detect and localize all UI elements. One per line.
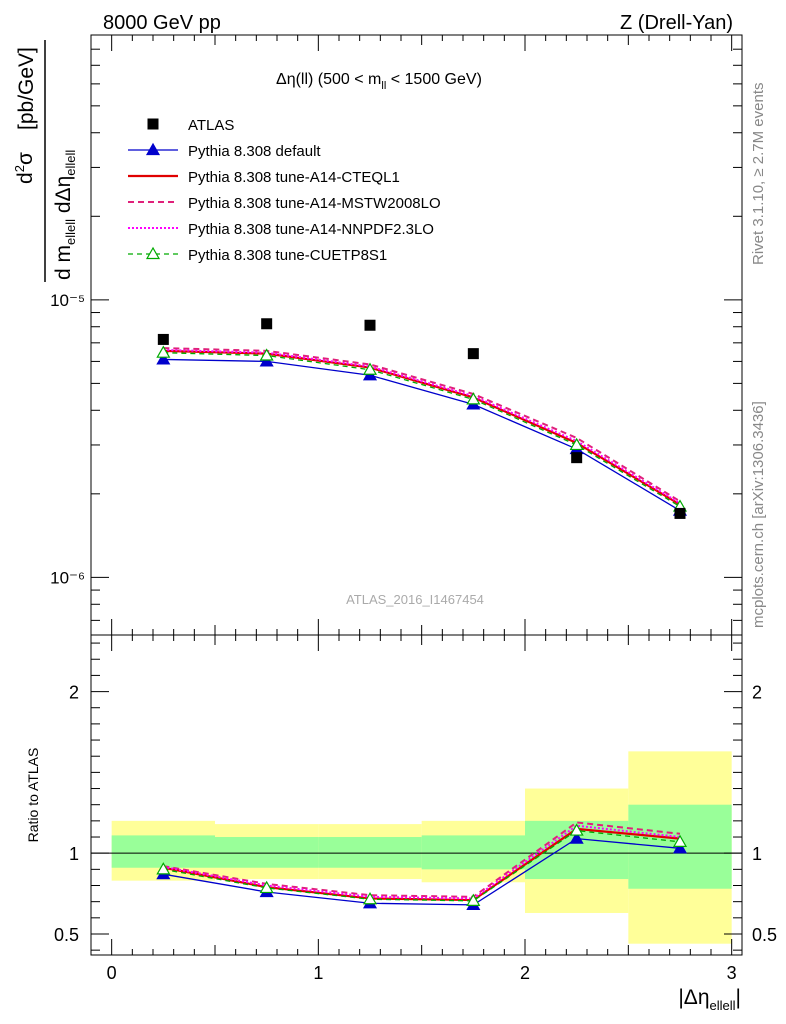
atlas-data-point	[364, 319, 376, 331]
ratio-y-axis-title: Ratio to ATLAS	[25, 748, 41, 843]
ratio-uncertainty-bands	[91, 751, 742, 944]
ratio-line-default	[163, 837, 681, 906]
legend-marker-cuetp8s1	[145, 246, 161, 260]
main-series-layer	[156, 318, 688, 519]
legend-marker-default	[145, 142, 161, 156]
legend-label-nnpdf: Pythia 8.308 tune-A14-NNPDF2.3LO	[188, 221, 434, 238]
svg-text:d2σ: d2σ	[12, 152, 37, 184]
ratio-point-cuetp8s1	[362, 892, 378, 905]
legend: ATLAS Pythia 8.308 default Pythia 8.308 tu…	[128, 117, 441, 264]
main-panel: ATLAS Pythia 8.308 default Pythia 8.308 tu…	[12, 34, 743, 636]
ratio-x-tick-label: 0	[107, 963, 117, 983]
ratio-point-default	[569, 831, 584, 844]
ratio-y-tick-label: 0.5	[54, 925, 79, 945]
ratio-point-cuetp8s1	[569, 823, 584, 836]
legend-label-cuetp8s1: Pythia 8.308 tune-CUETP8S1	[188, 247, 387, 264]
series-point-cuetp8s1	[362, 362, 378, 375]
ratio-x-tick-label: 3	[727, 963, 737, 983]
collision-label: 8000 GeV pp	[103, 12, 221, 34]
series-line-default	[163, 358, 681, 512]
ratio-y-tick-label: 2	[69, 683, 79, 703]
ratio-panel: 0 1 2 3 0.5 0.5 1 1 2 2 Ratio to ATLAS |Δηellell|	[25, 634, 777, 1013]
series-point-cuetp8s1	[466, 392, 481, 405]
ratio-line-nnpdf	[163, 824, 681, 900]
series-line-cuetp8s1	[163, 352, 681, 508]
ratio-line-cteql1	[163, 827, 681, 902]
ratio-y-tick-label: 1	[69, 844, 79, 864]
atlas-data-point	[157, 333, 169, 345]
ratio-point-cuetp8s1	[672, 834, 688, 847]
y-axis-title: d2σ	[12, 152, 37, 184]
x-axis-title: |Δηellell|	[678, 986, 741, 1013]
process-label: Z (Drell-Yan)	[620, 12, 733, 34]
series-point-cuetp8s1	[156, 345, 171, 358]
ratio-band-inner	[318, 837, 422, 868]
svg-text:d mellell dΔηellell: d mellell dΔηellell	[52, 150, 78, 280]
main-axis-ticks: 10⁻⁵ 10⁻⁶	[50, 34, 742, 635]
ratio-y-tick-label-right: 0.5	[752, 925, 777, 945]
mcplots-label: mcplots.cern.ch [arXiv:1306.3436]	[750, 401, 767, 628]
main-y-tick-label: 10⁻⁶	[50, 568, 85, 587]
ratio-band-inner	[215, 837, 319, 868]
ratio-frame	[90, 634, 743, 956]
ratio-axis-ticks: 0 1 2 3 0.5 0.5 1 1 2 2	[54, 635, 777, 983]
legend-label-atlas: ATLAS	[188, 117, 234, 134]
y-axis-units: [pb/GeV]	[15, 47, 38, 130]
atlas-data-point	[674, 507, 686, 519]
series-line-cteql1	[163, 349, 681, 506]
ratio-y-tick-label-right: 2	[752, 683, 762, 703]
svg-text:[pb/GeV]: [pb/GeV]	[15, 47, 38, 130]
plot-title: Δη(ll) (500 < mll < 1500 GeV)	[276, 71, 482, 92]
main-y-tick-label: 10⁻⁵	[50, 291, 85, 310]
legend-label-mstw: Pythia 8.308 tune-A14-MSTW2008LO	[188, 195, 441, 212]
ratio-point-cuetp8s1	[466, 893, 481, 906]
series-point-default	[156, 352, 171, 365]
ratio-line-cuetp8s1	[163, 829, 681, 902]
atlas-data-point	[467, 348, 479, 360]
atlas-data-point	[261, 318, 273, 330]
ratio-series-layer	[156, 821, 688, 910]
legend-label-default: Pythia 8.308 default	[188, 143, 321, 160]
ratio-line-mstw	[163, 821, 681, 898]
series-line-mstw	[163, 347, 681, 503]
legend-marker-atlas	[147, 118, 159, 130]
series-point-default	[259, 354, 274, 367]
series-point-cuetp8s1	[569, 437, 584, 451]
y-axis-title-denominator: d mellell dΔηellell	[52, 150, 78, 280]
ratio-band-inner	[421, 835, 525, 870]
ratio-x-tick-label: 1	[313, 963, 323, 983]
ratio-point-cuetp8s1	[259, 880, 274, 894]
atlas-data-point	[571, 452, 583, 464]
legend-label-cteql1: Pythia 8.308 tune-A14-CTEQL1	[188, 169, 400, 186]
ratio-y-tick-label-right: 1	[752, 844, 762, 864]
ratio-point-cuetp8s1	[156, 862, 171, 875]
ratio-x-tick-label: 2	[520, 963, 530, 983]
series-point-cuetp8s1	[259, 348, 274, 361]
analysis-watermark: ATLAS_2016_I1467454	[346, 592, 484, 607]
series-line-nnpdf	[163, 348, 681, 505]
ratio-point-default	[672, 841, 688, 854]
rivet-version-label: Rivet 3.1.10, ≥ 2.7M events	[750, 83, 767, 266]
